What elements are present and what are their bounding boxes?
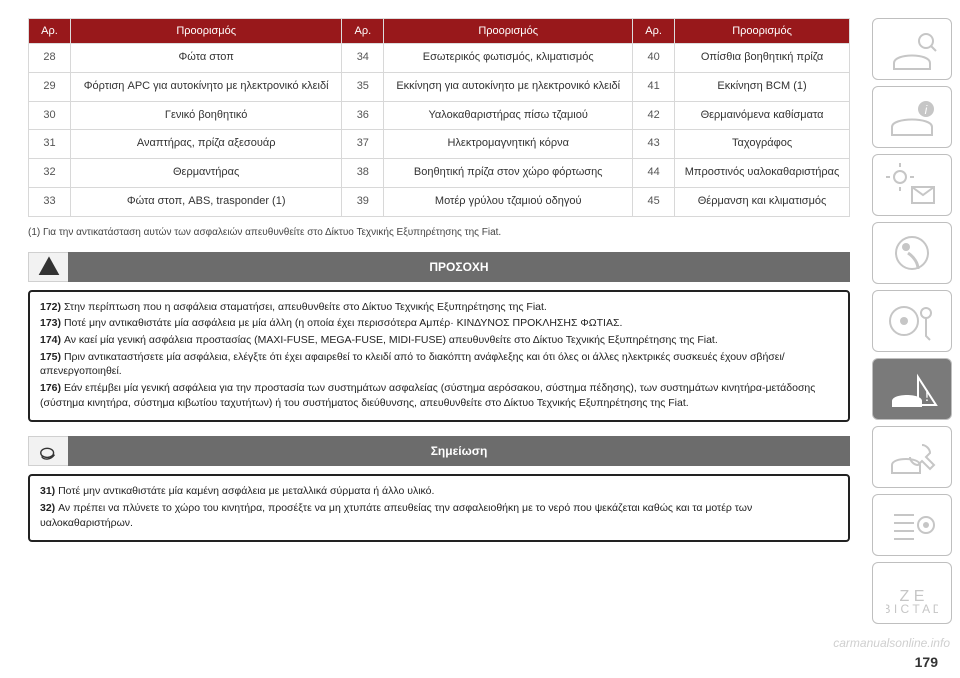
alphabet-icon[interactable]: Z EB I C T A D (872, 562, 952, 624)
list-gear-icon[interactable] (872, 494, 952, 556)
fuse-destination: Αναπτήρας, πρίζα αξεσουάρ (71, 130, 342, 159)
th-dest-1: Προορισμός (71, 19, 342, 44)
table-footnote: (1) Για την αντικατάσταση αυτών των ασφα… (28, 227, 850, 238)
fuse-number: 41 (633, 72, 675, 101)
fuse-number: 39 (342, 187, 384, 216)
note-title: Σημείωση (68, 436, 850, 466)
notice-number: 175) (40, 351, 64, 363)
notice-number: 173) (40, 317, 64, 329)
table-row: 32Θερμαντήρας38Βοηθητική πρίζα στον χώρο… (29, 159, 850, 188)
fuse-number: 43 (633, 130, 675, 159)
table-header-row: Αρ. Προορισμός Αρ. Προορισμός Αρ. Προορι… (29, 19, 850, 44)
notice-number: 32) (40, 502, 58, 514)
fuse-number: 45 (633, 187, 675, 216)
fuse-number: 29 (29, 72, 71, 101)
fuse-destination: Γενικό βοηθητικό (71, 101, 342, 130)
fuse-destination: Μπροστινός υαλοκαθαριστήρας (675, 159, 850, 188)
fuse-destination: Εκκίνηση BCM (1) (675, 72, 850, 101)
fuse-destination: Ταχογράφος (675, 130, 850, 159)
fuse-number: 37 (342, 130, 384, 159)
table-row: 28Φώτα στοπ34Εσωτερικός φωτισμός, κλιματ… (29, 44, 850, 73)
notice-number: 172) (40, 301, 64, 313)
fuse-number: 35 (342, 72, 384, 101)
fuse-destination: Εκκίνηση για αυτοκίνητο με ηλεκτρονικό κ… (384, 72, 633, 101)
fuse-number: 31 (29, 130, 71, 159)
th-dest-3: Προορισμός (675, 19, 850, 44)
notice-item: 175) Πριν αντικαταστήσετε μία ασφάλεια, … (40, 350, 838, 379)
attention-header: ΠΡΟΣΟΧΗ (28, 252, 850, 282)
notice-item: 32) Αν πρέπει να πλύνετε το χώρο του κιν… (40, 501, 838, 530)
car-info-icon[interactable]: i (872, 86, 952, 148)
warning-icon (28, 252, 68, 282)
fuse-number: 33 (29, 187, 71, 216)
fuse-number: 30 (29, 101, 71, 130)
attention-box: 172) Στην περίπτωση που η ασφάλεια σταμα… (28, 290, 850, 423)
crash-warning-icon[interactable]: ! (872, 358, 952, 420)
fuse-destination: Φόρτιση APC για αυτοκίνητο με ηλεκτρονικ… (71, 72, 342, 101)
notice-item: 31) Ποτέ μην αντικαθιστάτε μία καμένη ασ… (40, 484, 838, 499)
attention-title: ΠΡΟΣΟΧΗ (68, 252, 850, 282)
fuse-destination: Θερμαντήρας (71, 159, 342, 188)
watermark: carmanualsonline.info (833, 636, 950, 650)
fuse-destination: Φώτα στοπ (71, 44, 342, 73)
table-row: 30Γενικό βοηθητικό36Υαλοκαθαριστήρας πίσ… (29, 101, 850, 130)
fuse-number: 32 (29, 159, 71, 188)
notice-number: 174) (40, 334, 64, 346)
fuse-destination: Ηλεκτρομαγνητική κόρνα (384, 130, 633, 159)
sidebar-nav: i! Z EB I C T A D (872, 18, 952, 624)
table-row: 31Αναπτήρας, πρίζα αξεσουάρ37Ηλεκτρομαγν… (29, 130, 850, 159)
svg-text:B I C T A D: B I C T A D (886, 602, 938, 615)
th-num-3: Αρ. (633, 19, 675, 44)
th-num-1: Αρ. (29, 19, 71, 44)
notice-item: 174) Αν καεί μία γενική ασφάλεια προστασ… (40, 333, 838, 348)
fuse-destination: Υαλοκαθαριστήρας πίσω τζαμιού (384, 101, 633, 130)
fuse-number: 28 (29, 44, 71, 73)
notice-item: 172) Στην περίπτωση που η ασφάλεια σταμα… (40, 300, 838, 315)
fuse-destination: Μοτέρ γρύλου τζαμιού οδηγού (384, 187, 633, 216)
fuse-number: 34 (342, 44, 384, 73)
fuse-destination: Θέρμανση και κλιματισμός (675, 187, 850, 216)
fuse-number: 42 (633, 101, 675, 130)
page-number: 179 (915, 654, 938, 670)
table-row: 33Φώτα στοπ, ABS, trasponder (1)39Μοτέρ … (29, 187, 850, 216)
svg-text:!: ! (925, 388, 929, 405)
note-header: Σημείωση (28, 436, 850, 466)
notice-item: 173) Ποτέ μην αντικαθιστάτε μία ασφάλεια… (40, 316, 838, 331)
fuse-destination: Βοηθητική πρίζα στον χώρο φόρτωσης (384, 159, 633, 188)
car-wrench-icon[interactable] (872, 426, 952, 488)
fuse-number: 36 (342, 101, 384, 130)
fuse-table: Αρ. Προορισμός Αρ. Προορισμός Αρ. Προορι… (28, 18, 850, 217)
note-icon (28, 436, 68, 466)
th-dest-2: Προορισμός (384, 19, 633, 44)
car-search-icon[interactable] (872, 18, 952, 80)
fuse-destination: Θερμαινόμενα καθίσματα (675, 101, 850, 130)
airbag-icon[interactable] (872, 222, 952, 284)
fuse-number: 40 (633, 44, 675, 73)
steering-key-icon[interactable] (872, 290, 952, 352)
fuse-destination: Οπίσθια βοηθητική πρίζα (675, 44, 850, 73)
sun-mail-icon[interactable] (872, 154, 952, 216)
notice-number: 176) (40, 382, 64, 394)
notice-item: 176) Εάν επέμβει μία γενική ασφάλεια για… (40, 381, 838, 410)
fuse-number: 38 (342, 159, 384, 188)
table-row: 29Φόρτιση APC για αυτοκίνητο με ηλεκτρον… (29, 72, 850, 101)
fuse-destination: Φώτα στοπ, ABS, trasponder (1) (71, 187, 342, 216)
notice-number: 31) (40, 485, 58, 497)
th-num-2: Αρ. (342, 19, 384, 44)
svg-text:i: i (925, 103, 928, 117)
fuse-destination: Εσωτερικός φωτισμός, κλιματισμός (384, 44, 633, 73)
fuse-number: 44 (633, 159, 675, 188)
note-box: 31) Ποτέ μην αντικαθιστάτε μία καμένη ασ… (28, 474, 850, 542)
